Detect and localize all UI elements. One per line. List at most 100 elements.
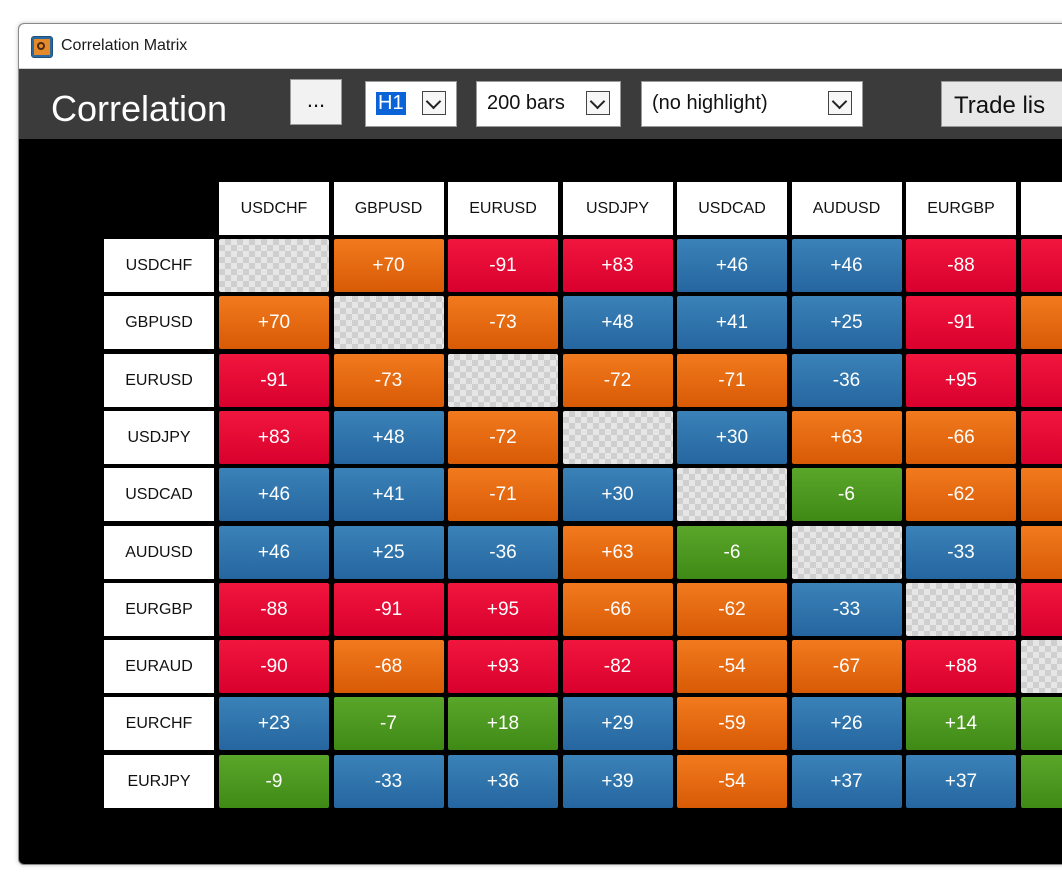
correlation-cell[interactable]: -71 <box>448 468 558 522</box>
correlation-cell[interactable]: +83 <box>562 239 673 292</box>
correlation-cell[interactable]: +30 <box>677 410 787 464</box>
correlation-cell[interactable]: -88 <box>219 582 329 636</box>
correlation-cell[interactable] <box>562 410 673 464</box>
correlation-cell[interactable]: +95 <box>906 353 1016 407</box>
correlation-cell[interactable]: +25 <box>333 525 444 579</box>
correlation-cell[interactable]: -72 <box>562 353 673 407</box>
correlation-cell[interactable]: -33 <box>333 754 444 808</box>
chevron-down-icon[interactable] <box>586 91 610 115</box>
correlation-cell[interactable]: +41 <box>333 468 444 522</box>
correlation-cell[interactable]: +23 <box>219 697 329 751</box>
correlation-cell[interactable]: -91 <box>906 296 1016 350</box>
correlation-cell[interactable]: +70 <box>219 296 329 350</box>
row-header-eurjpy: EURJPY <box>104 754 214 808</box>
correlation-cell[interactable]: -66 <box>562 582 673 636</box>
correlation-cell[interactable]: -59 <box>677 697 787 751</box>
correlation-cell[interactable] <box>1020 754 1062 808</box>
correlation-cell[interactable]: -90 <box>219 640 329 694</box>
correlation-cell[interactable]: +41 <box>677 296 787 350</box>
correlation-cell[interactable] <box>791 525 902 579</box>
correlation-cell[interactable]: -72 <box>448 410 558 464</box>
correlation-cell[interactable]: +70 <box>333 239 444 292</box>
correlation-cell[interactable]: -88 <box>906 239 1016 292</box>
correlation-cell[interactable]: -33 <box>791 582 902 636</box>
correlation-cell[interactable] <box>333 296 444 350</box>
correlation-cell[interactable]: +14 <box>906 697 1016 751</box>
correlation-cell[interactable] <box>1020 353 1062 407</box>
correlation-cell[interactable]: +37 <box>791 754 902 808</box>
bars-select[interactable]: 200 bars <box>476 81 621 127</box>
correlation-cell[interactable]: +30 <box>562 468 673 522</box>
chevron-down-icon[interactable] <box>422 91 446 115</box>
row-header-usdcad: USDCAD <box>104 468 214 522</box>
correlation-cell[interactable]: -68 <box>333 640 444 694</box>
row-header-gbpusd: GBPUSD <box>104 296 214 350</box>
highlight-select[interactable]: (no highlight) <box>641 81 863 127</box>
correlation-cell[interactable]: -6 <box>677 525 787 579</box>
trade-list-button[interactable]: Trade lis <box>941 81 1062 127</box>
correlation-cell[interactable]: +63 <box>562 525 673 579</box>
correlation-cell[interactable]: -73 <box>448 296 558 350</box>
correlation-cell[interactable]: -62 <box>906 468 1016 522</box>
row-header-eurchf: EURCHF <box>104 697 214 751</box>
correlation-cell[interactable]: -36 <box>791 353 902 407</box>
correlation-cell[interactable] <box>1020 697 1062 751</box>
correlation-cell[interactable]: -67 <box>791 640 902 694</box>
row-header-usdjpy: USDJPY <box>104 410 214 464</box>
more-options-button[interactable]: ... <box>290 79 342 125</box>
highlight-value: (no highlight) <box>652 92 768 114</box>
correlation-cell[interactable]: -82 <box>562 640 673 694</box>
correlation-cell[interactable]: +18 <box>448 697 558 751</box>
correlation-cell[interactable] <box>1020 410 1062 464</box>
row-header-usdchf: USDCHF <box>104 239 214 292</box>
correlation-cell[interactable] <box>1020 468 1062 522</box>
correlation-cell[interactable]: -91 <box>219 353 329 407</box>
correlation-cell[interactable] <box>448 353 558 407</box>
correlation-cell[interactable] <box>1020 640 1062 694</box>
correlation-cell[interactable]: -62 <box>677 582 787 636</box>
correlation-cell[interactable]: +93 <box>448 640 558 694</box>
correlation-cell[interactable]: -9 <box>219 754 329 808</box>
correlation-cell[interactable]: -54 <box>677 754 787 808</box>
correlation-cell[interactable]: -73 <box>333 353 444 407</box>
correlation-cell[interactable]: -33 <box>906 525 1016 579</box>
window-title: Correlation Matrix <box>61 37 188 54</box>
correlation-cell[interactable]: +88 <box>906 640 1016 694</box>
correlation-cell[interactable]: +48 <box>562 296 673 350</box>
chevron-down-icon[interactable] <box>828 91 852 115</box>
correlation-cell[interactable]: -91 <box>333 582 444 636</box>
correlation-cell[interactable]: +46 <box>219 525 329 579</box>
correlation-cell[interactable]: +39 <box>562 754 673 808</box>
correlation-cell[interactable]: +36 <box>448 754 558 808</box>
correlation-cell[interactable] <box>1020 525 1062 579</box>
correlation-cell[interactable] <box>906 582 1016 636</box>
correlation-cell[interactable]: +95 <box>448 582 558 636</box>
correlation-cell[interactable] <box>219 239 329 292</box>
correlation-window: Correlation Matrix Correlation ... H1 20… <box>18 23 1062 865</box>
correlation-cell[interactable]: -71 <box>677 353 787 407</box>
correlation-cell[interactable] <box>677 468 787 522</box>
timeframe-value: H1 <box>376 92 406 115</box>
correlation-cell[interactable]: +29 <box>562 697 673 751</box>
correlation-cell[interactable]: -91 <box>448 239 558 292</box>
correlation-cell[interactable] <box>1020 239 1062 292</box>
correlation-cell[interactable]: +25 <box>791 296 902 350</box>
correlation-cell[interactable]: +83 <box>219 410 329 464</box>
correlation-cell[interactable]: +46 <box>677 239 787 292</box>
correlation-cell[interactable]: -66 <box>906 410 1016 464</box>
correlation-cell[interactable]: +46 <box>219 468 329 522</box>
correlation-cell[interactable]: +26 <box>791 697 902 751</box>
correlation-cell[interactable]: -6 <box>791 468 902 522</box>
correlation-cell[interactable]: +46 <box>791 239 902 292</box>
toolbar: Correlation ... H1 200 bars (no highligh… <box>19 69 1062 139</box>
timeframe-select[interactable]: H1 <box>365 81 457 127</box>
correlation-cell[interactable]: +48 <box>333 410 444 464</box>
correlation-cell[interactable] <box>1020 582 1062 636</box>
correlation-cell[interactable]: -7 <box>333 697 444 751</box>
column-header-eu: EU <box>1020 182 1062 235</box>
correlation-cell[interactable]: -54 <box>677 640 787 694</box>
correlation-cell[interactable]: -36 <box>448 525 558 579</box>
correlation-cell[interactable]: +37 <box>906 754 1016 808</box>
correlation-cell[interactable]: +63 <box>791 410 902 464</box>
correlation-cell[interactable] <box>1020 296 1062 350</box>
